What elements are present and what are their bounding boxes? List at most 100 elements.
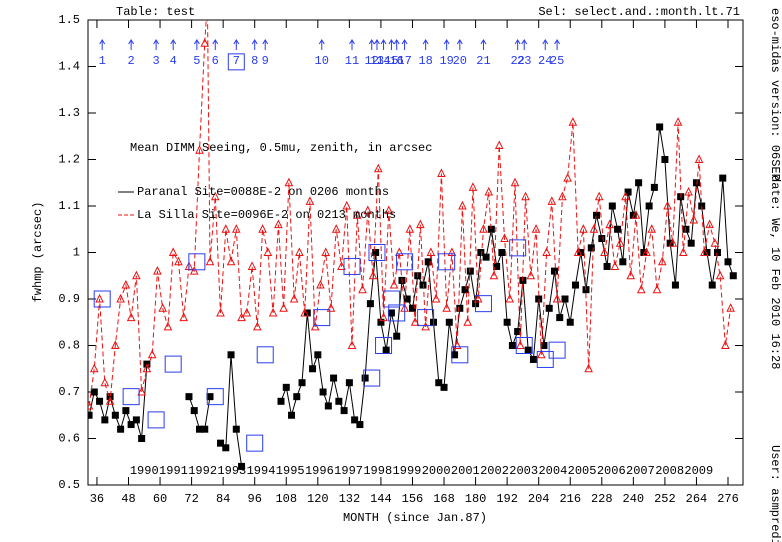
data-point — [408, 304, 416, 312]
data-point — [679, 247, 688, 256]
y-tick-label: 0.9 — [58, 292, 80, 306]
data-point — [206, 393, 214, 401]
data-point — [293, 393, 301, 401]
data-point — [231, 224, 241, 233]
data-point — [663, 200, 672, 210]
year-label: 2008 — [655, 464, 684, 478]
data-point — [363, 205, 373, 215]
event-label: 1 — [99, 54, 106, 68]
data-point — [503, 318, 511, 326]
data-point — [500, 233, 509, 243]
data-point — [258, 224, 267, 233]
data-point — [573, 247, 583, 256]
data-point — [572, 281, 580, 289]
data-point — [487, 225, 495, 233]
data-point — [358, 284, 367, 294]
data-point — [389, 279, 399, 289]
data-point — [624, 188, 632, 196]
x-tick-label: 36 — [90, 492, 104, 506]
data-point — [561, 295, 569, 303]
data-point — [282, 383, 290, 391]
data-point — [636, 284, 646, 294]
x-tick-label: 120 — [307, 492, 329, 506]
y-tick-label: 0.8 — [58, 339, 80, 353]
event-arrowhead — [514, 39, 521, 45]
data-point — [303, 309, 311, 317]
data-point — [452, 340, 462, 349]
data-point — [445, 318, 453, 326]
year-label: 2001 — [451, 464, 480, 478]
event-label: 12 — [365, 54, 379, 68]
side-note: eso-midas version: 06SEP — [768, 8, 782, 181]
event-label: 23 — [517, 54, 531, 68]
event-label: 11 — [345, 54, 359, 68]
data-point — [217, 439, 225, 447]
header-left: Table: test — [116, 5, 195, 19]
data-point — [635, 179, 643, 187]
data-point — [158, 303, 167, 312]
event-box — [396, 253, 414, 271]
data-point — [473, 293, 483, 303]
data-point — [305, 196, 315, 205]
y-tick-label: 0.7 — [58, 385, 80, 399]
year-label: 1996 — [305, 464, 334, 478]
data-point — [479, 224, 488, 233]
data-point — [279, 303, 288, 312]
data-point — [368, 270, 378, 280]
data-point — [314, 351, 322, 359]
data-point — [524, 346, 532, 354]
event-box — [515, 337, 533, 354]
year-label: 2003 — [509, 464, 538, 478]
data-point — [121, 279, 131, 289]
event-box — [343, 257, 361, 275]
data-point — [466, 267, 474, 275]
y-tick-label: 1 — [73, 246, 80, 260]
event-box — [313, 309, 331, 327]
data-point — [90, 388, 98, 396]
x-tick-label: 276 — [717, 492, 739, 506]
event-arrowhead — [153, 39, 160, 45]
data-point — [117, 425, 125, 433]
event-label: 3 — [153, 54, 160, 68]
data-point — [347, 340, 357, 349]
event-label: 19 — [439, 54, 453, 68]
data-point — [700, 247, 709, 256]
data-point — [545, 304, 553, 312]
data-point — [410, 317, 420, 326]
data-point — [195, 145, 204, 154]
data-point — [319, 388, 327, 396]
data-point — [477, 249, 485, 256]
data-point — [403, 295, 411, 303]
data-point — [684, 186, 693, 196]
data-point — [608, 202, 616, 210]
data-point — [605, 219, 614, 229]
x-tick-label: 48 — [121, 492, 135, 506]
data-point — [88, 400, 94, 410]
event-box — [246, 434, 264, 452]
x-tick-label: 84 — [216, 492, 230, 506]
data-point — [316, 279, 325, 289]
year-label: 2005 — [568, 464, 597, 478]
event-arrowhead — [368, 39, 375, 45]
data-point — [138, 435, 146, 442]
data-point — [426, 247, 436, 256]
event-box — [509, 239, 527, 257]
data-point — [713, 249, 721, 256]
data-point — [288, 411, 296, 419]
data-point — [489, 270, 499, 280]
event-box — [363, 369, 381, 387]
event-box — [256, 346, 274, 364]
year-label: 2007 — [626, 464, 655, 478]
data-point — [531, 224, 541, 233]
event-arrowhead — [521, 39, 528, 45]
event-label: 14 — [376, 54, 390, 68]
data-point — [437, 168, 446, 177]
data-point — [498, 249, 506, 256]
data-point — [589, 224, 599, 233]
event-label: 13 — [370, 54, 384, 68]
plot-area — [88, 20, 737, 470]
data-point — [461, 286, 469, 294]
event-arrowhead — [99, 39, 106, 45]
event-arrowhead — [456, 39, 463, 45]
